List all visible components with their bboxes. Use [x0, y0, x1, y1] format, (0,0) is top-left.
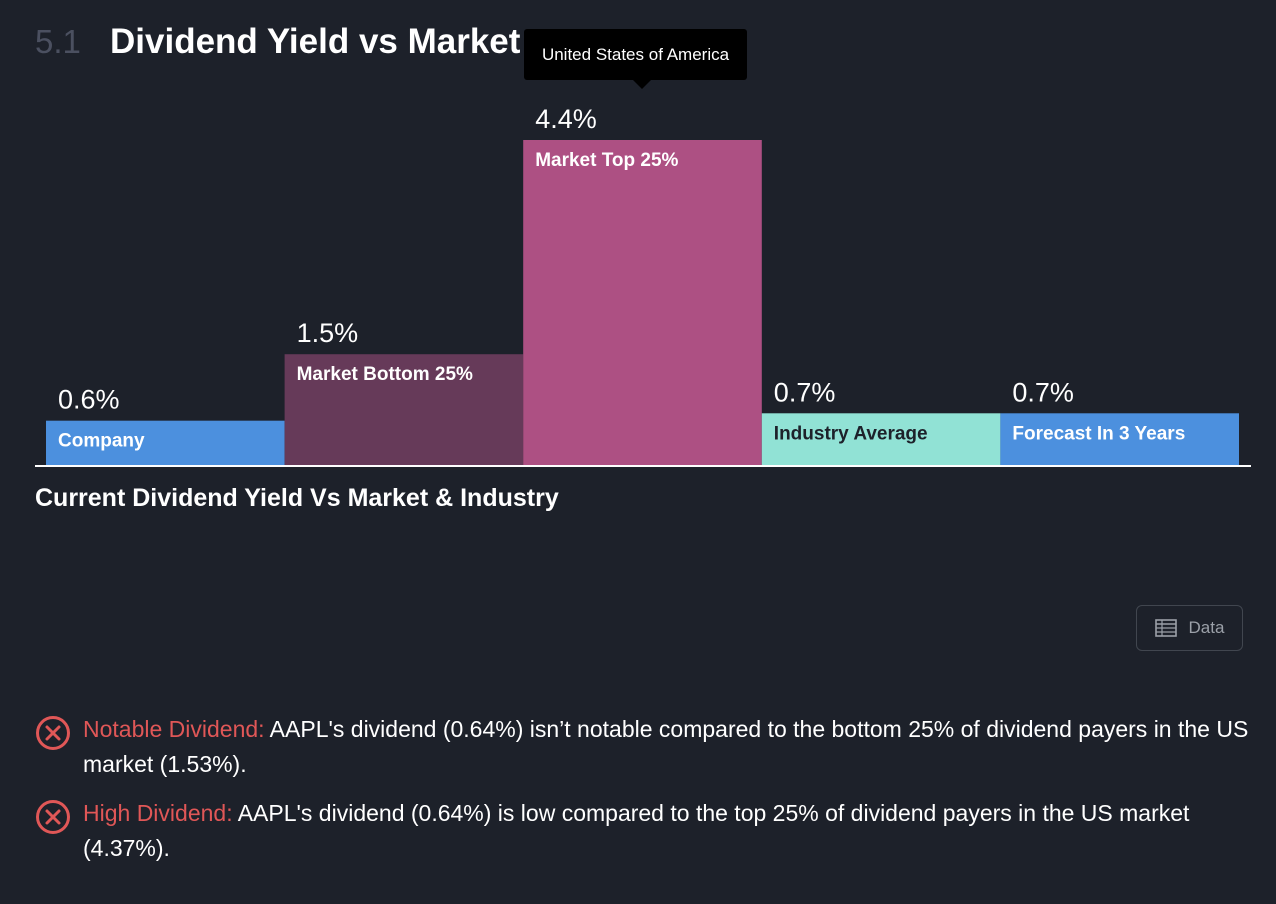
- bar-company[interactable]: [46, 420, 285, 465]
- check-label: Notable Dividend:: [83, 716, 265, 742]
- check-high-dividend: High Dividend: AAPL's dividend (0.64%) i…: [35, 796, 1250, 866]
- bar-market-bottom-25[interactable]: [284, 354, 524, 465]
- chart-subtitle: Current Dividend Yield Vs Market & Indus…: [35, 484, 559, 512]
- bar-category-label: Market Top 25%: [535, 150, 678, 171]
- bar-category-label: Company: [58, 431, 145, 452]
- chart-tooltip: United States of America: [524, 29, 747, 80]
- data-button[interactable]: Data: [1136, 605, 1243, 651]
- bar-category-label: Industry Average: [774, 423, 928, 444]
- check-description: AAPL's dividend (0.64%) is low compared …: [83, 800, 1190, 861]
- bar-value-label: 1.5%: [297, 318, 359, 348]
- bar-value-label: 4.4%: [535, 104, 597, 134]
- tooltip-arrow: [633, 80, 651, 89]
- bar-market-top-25[interactable]: [523, 140, 762, 465]
- dividend-yield-chart: Company 0.6% Market Bottom 25% 1.5% Market T…: [35, 104, 1251, 467]
- table-icon: [1154, 619, 1177, 637]
- bar-value-label: 0.7%: [774, 377, 836, 407]
- x-circle-icon: [36, 716, 70, 750]
- bar-value-label: 0.6%: [58, 385, 120, 415]
- bar-forecast-in-3-years[interactable]: [1000, 413, 1239, 465]
- bar-category-label: Forecast In 3 Years: [1012, 423, 1185, 444]
- bar-category-label: Market Bottom 25%: [297, 364, 473, 385]
- dividend-checks: Notable Dividend: AAPL's dividend (0.64%…: [35, 712, 1250, 880]
- check-label: High Dividend:: [83, 800, 233, 826]
- check-notable-dividend: Notable Dividend: AAPL's dividend (0.64%…: [35, 712, 1250, 782]
- check-description: AAPL's dividend (0.64%) isn’t notable co…: [83, 716, 1249, 777]
- section-number: 5.1: [35, 23, 81, 60]
- x-circle-icon: [36, 800, 70, 834]
- section-header: 5.1 Dividend Yield vs Market: [35, 22, 520, 72]
- check-text: High Dividend: AAPL's dividend (0.64%) i…: [83, 796, 1250, 866]
- bar-industry-average[interactable]: [761, 413, 1001, 465]
- bar-value-label: 0.7%: [1012, 377, 1074, 407]
- check-text: Notable Dividend: AAPL's dividend (0.64%…: [83, 712, 1250, 782]
- data-button-label: Data: [1188, 618, 1225, 637]
- tooltip-text: United States of America: [541, 44, 730, 64]
- section-title: Dividend Yield vs Market: [110, 22, 521, 61]
